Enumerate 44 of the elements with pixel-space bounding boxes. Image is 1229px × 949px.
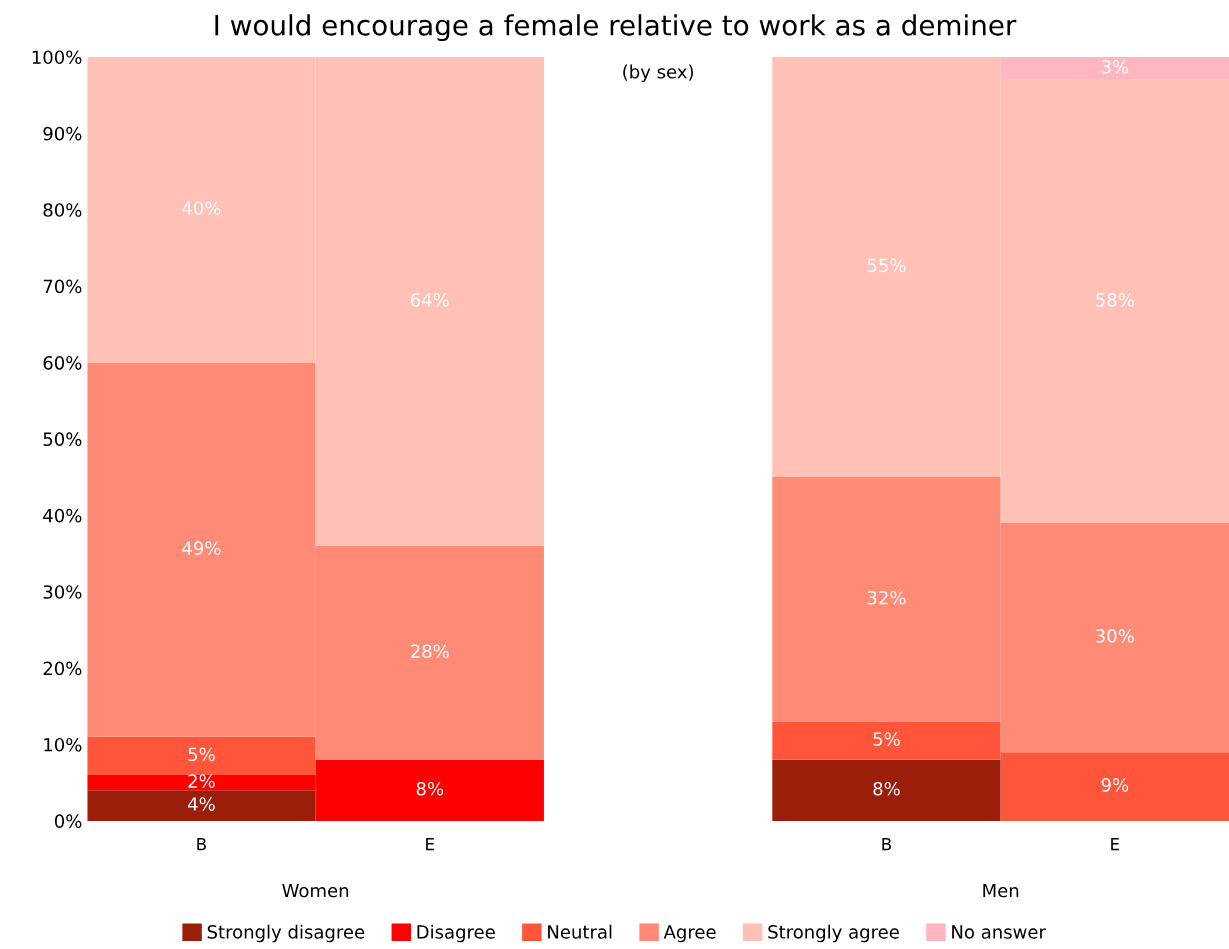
data-label: 9% — [1101, 778, 1129, 792]
bar — [87, 736, 316, 776]
data-label: 5% — [188, 747, 215, 762]
x-tick-label: E — [426, 838, 434, 851]
legend-label: Agree — [663, 925, 716, 943]
legend-label: Strongly agree — [768, 924, 899, 943]
data-label: 8% — [873, 781, 900, 796]
bar — [772, 759, 1001, 821]
y-tick-label: 90% — [43, 126, 82, 141]
y-tick-label: 70% — [43, 279, 82, 294]
x-tick-label: B — [882, 838, 892, 851]
bar — [87, 790, 316, 821]
data-label: 64% — [410, 292, 449, 307]
data-label: 58% — [1096, 292, 1134, 307]
data-label: 55% — [867, 258, 906, 273]
data-label: 3% — [1101, 59, 1129, 74]
chart-title: I would encourage a female relative to work as a deminer — [215, 14, 1017, 42]
data-label: 2% — [188, 774, 215, 788]
x-tick-label: B — [197, 838, 206, 851]
y-tick-label: 30% — [43, 585, 82, 599]
x-tick-label: E — [1111, 838, 1120, 851]
y-tick-label: 0% — [54, 814, 82, 828]
legend-label: Disagree — [417, 924, 495, 943]
data-label: 32% — [867, 590, 906, 605]
y-tick-label: 60% — [43, 355, 82, 370]
data-label: 40% — [182, 201, 221, 215]
data-label: 4% — [187, 797, 215, 811]
data-label: 28% — [411, 644, 449, 659]
data-label: 30% — [1096, 629, 1134, 643]
data-label: 49% — [182, 541, 221, 555]
legend-label: No answer — [952, 925, 1046, 939]
y-tick-label: 50% — [43, 432, 82, 447]
y-tick-label: 80% — [43, 203, 82, 217]
y-tick-label: 100% — [32, 50, 82, 65]
chart-subtitle: (by sex) — [623, 64, 694, 83]
legend-label: Strongly disagree — [207, 924, 365, 943]
text: Women — [282, 883, 349, 898]
y-tick-label: 40% — [43, 508, 82, 523]
data-label: 8% — [416, 781, 444, 796]
data-label: 5% — [873, 732, 900, 746]
y-tick-label: 10% — [44, 737, 82, 752]
y-tick-label: 20% — [43, 661, 82, 676]
legend-label: Neutral — [548, 924, 612, 939]
text: Men — [983, 883, 1019, 898]
